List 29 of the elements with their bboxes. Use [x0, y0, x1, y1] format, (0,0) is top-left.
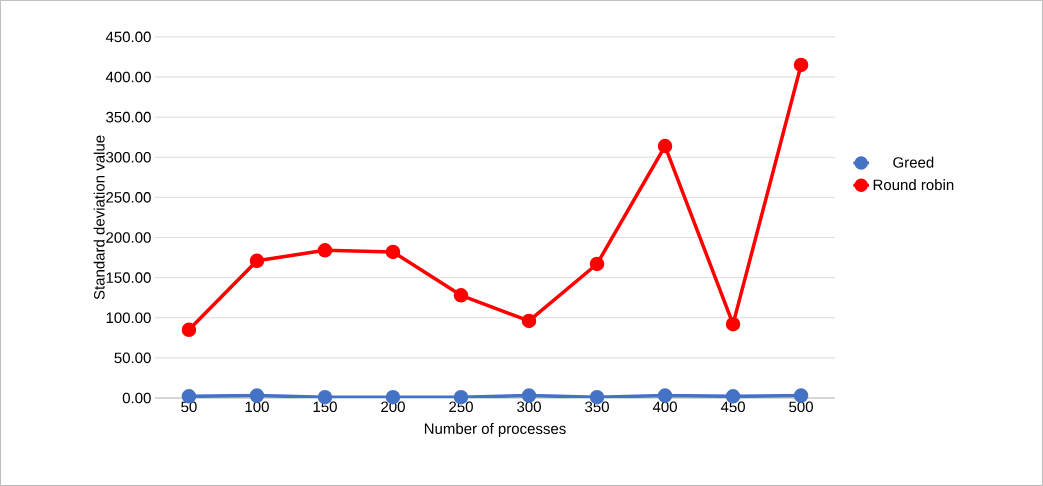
y-tick-label: 400.00	[105, 71, 151, 83]
legend-label: Round robin	[873, 179, 954, 191]
point	[589, 256, 605, 272]
y-tick-label: 200.00	[106, 232, 151, 243]
point	[793, 57, 809, 73]
y-tick-label: 0.00	[122, 392, 151, 404]
x-tick-label: 300	[517, 401, 541, 413]
point	[453, 288, 469, 303]
legend-label: Greed	[893, 156, 934, 168]
x-tick-label: 400	[652, 401, 677, 413]
point	[725, 316, 741, 332]
y-axis-title: Standard deviation value	[93, 135, 105, 300]
y-tick-label: 250.00	[106, 192, 151, 203]
point	[657, 138, 673, 154]
y-tick-label: 350.00	[106, 111, 151, 123]
x-axis-title: Number of processes	[424, 423, 566, 438]
point	[317, 243, 333, 258]
y-tick-label: 150.00	[106, 272, 151, 283]
point	[249, 253, 265, 269]
y-tick-label: 100.00	[106, 312, 151, 324]
point	[521, 313, 537, 329]
point	[385, 244, 401, 260]
y-tick-label: 450.00	[105, 31, 151, 43]
x-tick-label: 50	[181, 401, 197, 413]
y-tick-label: 50.00	[114, 352, 151, 364]
x-tick-label: 500	[789, 401, 813, 413]
x-tick-label: 100	[245, 401, 269, 413]
point	[181, 322, 197, 338]
y-tick-label: 300.00	[106, 152, 151, 163]
